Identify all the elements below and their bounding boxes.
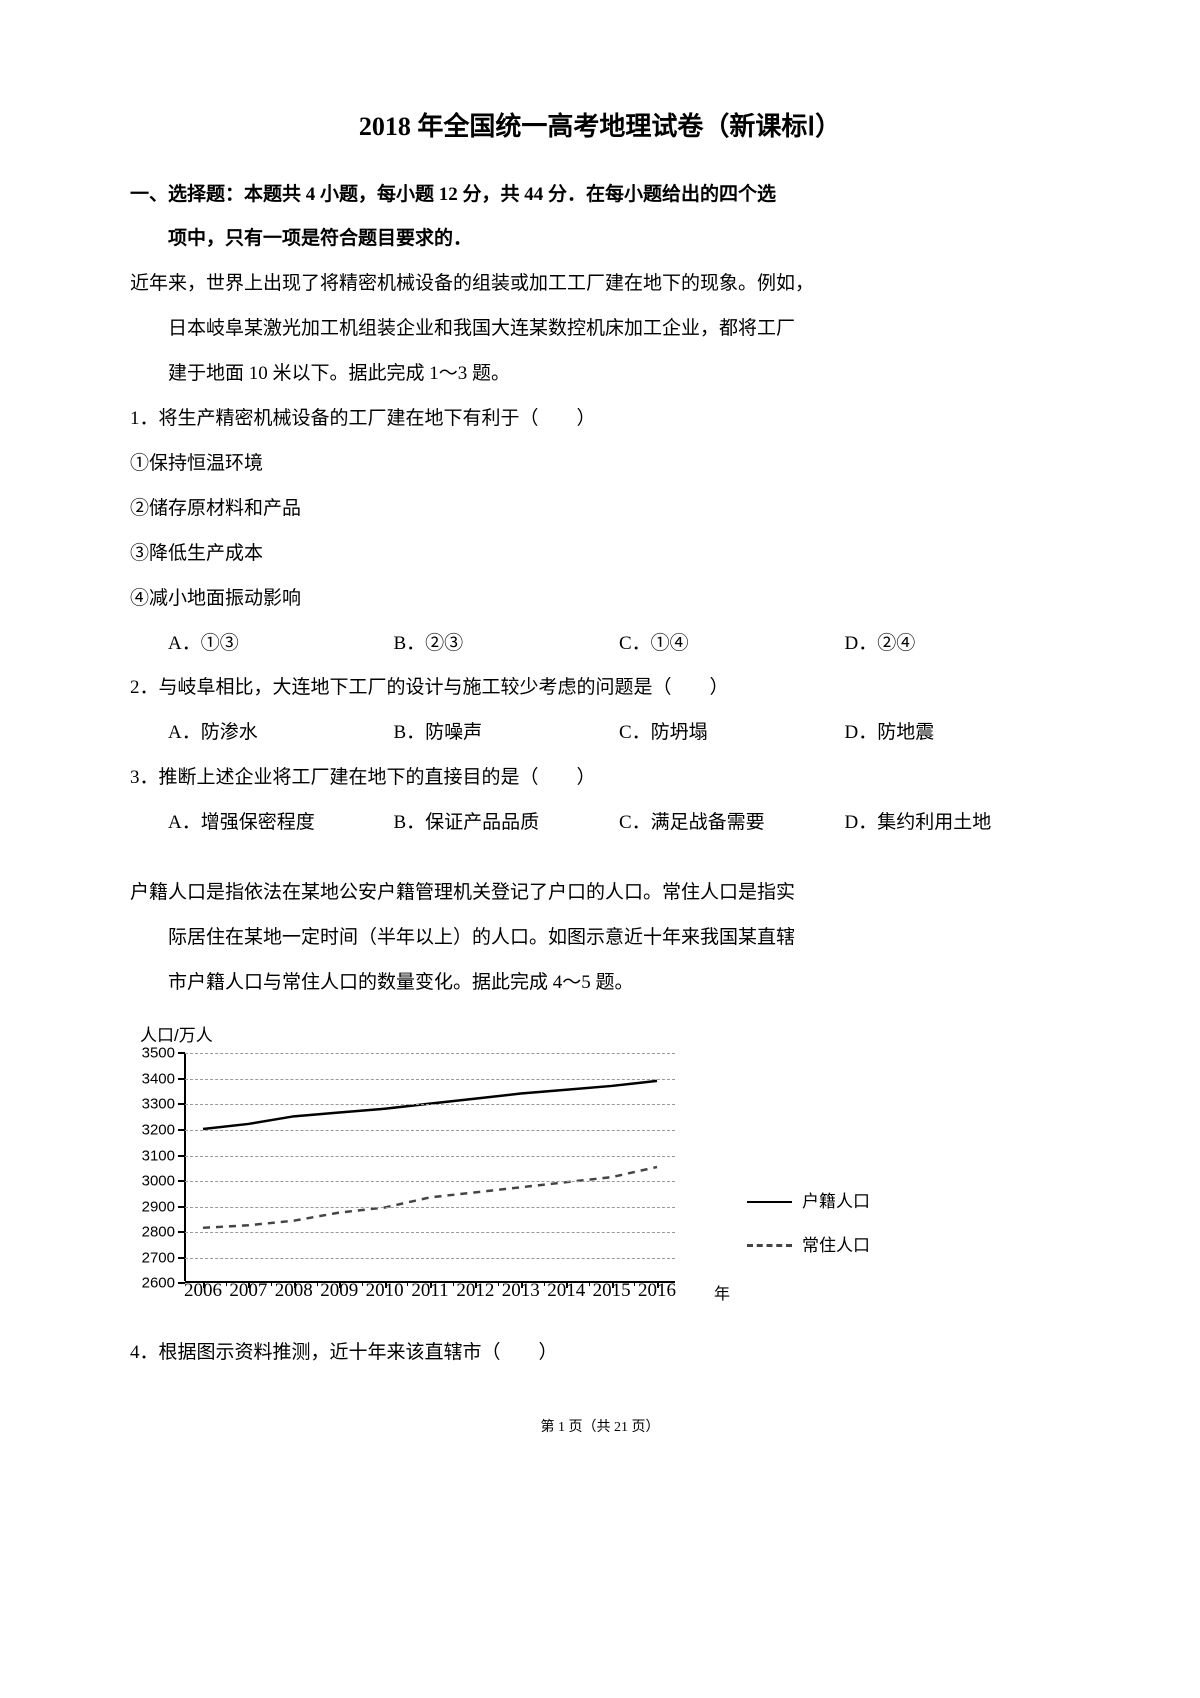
passage2-p3: 市户籍人口与常住人口的数量变化。据此完成 4～5 题。 bbox=[130, 963, 1070, 1003]
page-footer: 第 1 页（共 21 页） bbox=[130, 1413, 1070, 1442]
xtick-label: 2011 bbox=[411, 1271, 448, 1311]
section-header-line1: 一、选择题：本题共 4 小题，每小题 12 分，共 44 分．在每小题给出的四个… bbox=[130, 175, 1070, 215]
population-chart: 人口/万人 2600270028002900300031003200330034… bbox=[130, 1018, 830, 1319]
q3-stem: 3．推断上述企业将工厂建在地下的直接目的是（ ） bbox=[130, 758, 1070, 798]
xtick-label: 2013 bbox=[502, 1271, 540, 1311]
legend-line-dashed bbox=[747, 1244, 792, 1247]
section-header-line2: 项中，只有一项是符合题目要求的． bbox=[130, 219, 1070, 259]
legend-huji: 户籍人口 bbox=[747, 1184, 870, 1220]
q2-A: A．防渗水 bbox=[168, 713, 394, 753]
q1-D: D．②④ bbox=[845, 624, 1071, 664]
series-changzhu bbox=[203, 1167, 657, 1228]
xtick-label: 2006 bbox=[184, 1271, 222, 1311]
q3-A: A．增强保密程度 bbox=[168, 803, 394, 843]
xtick-label: 2008 bbox=[275, 1271, 313, 1311]
passage2-p2: 际居住在某地一定时间（半年以上）的人口。如图示意近十年来我国某直辖 bbox=[130, 918, 1070, 958]
legend-line-solid bbox=[747, 1201, 792, 1204]
q3-C: C．满足战备需要 bbox=[619, 803, 845, 843]
chart-xunit: 年 bbox=[714, 1278, 730, 1312]
q1-option2: ②储存原材料和产品 bbox=[130, 489, 1070, 529]
q2-stem: 2．与岐阜相比，大连地下工厂的设计与施工较少考虑的问题是（ ） bbox=[130, 668, 1070, 708]
xtick-label: 2012 bbox=[456, 1271, 494, 1311]
q1-option3: ③降低生产成本 bbox=[130, 534, 1070, 574]
xtick-label: 2015 bbox=[593, 1271, 631, 1311]
q2-B: B．防噪声 bbox=[394, 713, 620, 753]
page-title: 2018 年全国统一高考地理试卷（新课标Ⅰ） bbox=[130, 100, 1070, 155]
q2-options: A．防渗水 B．防噪声 C．防坍塌 D．防地震 bbox=[130, 713, 1070, 753]
legend-changzhu-label: 常住人口 bbox=[802, 1228, 870, 1264]
legend-changzhu: 常住人口 bbox=[747, 1228, 870, 1264]
q3-options: A．增强保密程度 B．保证产品品质 C．满足战备需要 D．集约利用土地 bbox=[130, 803, 1070, 843]
q1-options: A．①③ B．②③ C．①④ D．②④ bbox=[130, 624, 1070, 664]
q1-option4: ④减小地面振动影响 bbox=[130, 579, 1070, 619]
q1-B: B．②③ bbox=[394, 624, 620, 664]
xtick-label: 2016 bbox=[638, 1271, 676, 1311]
xtick-label: 2007 bbox=[229, 1271, 267, 1311]
ytick-label: 3500 bbox=[142, 1038, 175, 1070]
passage1-p1: 近年来，世界上出现了将精密机械设备的组装或加工工厂建在地下的现象。例如， bbox=[130, 264, 1070, 304]
xtick-label: 2010 bbox=[366, 1271, 404, 1311]
xtick-label: 2014 bbox=[547, 1271, 585, 1311]
q2-C: C．防坍塌 bbox=[619, 713, 845, 753]
q1-C: C．①④ bbox=[619, 624, 845, 664]
chart-legend: 户籍人口 常住人口 bbox=[747, 1184, 870, 1271]
legend-huji-label: 户籍人口 bbox=[802, 1184, 870, 1220]
passage1-p2: 日本岐阜某激光加工机组装企业和我国大连某数控机床加工企业，都将工厂 bbox=[130, 309, 1070, 349]
q2-D: D．防地震 bbox=[845, 713, 1071, 753]
q3-B: B．保证产品品质 bbox=[394, 803, 620, 843]
xtick-label: 2009 bbox=[320, 1271, 358, 1311]
passage2-p1: 户籍人口是指依法在某地公安户籍管理机关登记了户口的人口。常住人口是指实 bbox=[130, 873, 1070, 913]
q1-A: A．①③ bbox=[168, 624, 394, 664]
q1-option1: ①保持恒温环境 bbox=[130, 444, 1070, 484]
passage1-p3: 建于地面 10 米以下。据此完成 1～3 题。 bbox=[130, 354, 1070, 394]
chart-ylabel: 人口/万人 bbox=[140, 1018, 830, 1054]
q1-stem: 1．将生产精密机械设备的工厂建在地下有利于（ ） bbox=[130, 399, 1070, 439]
q3-D: D．集约利用土地 bbox=[845, 803, 1071, 843]
q4-stem: 4．根据图示资料推测，近十年来该直辖市（ ） bbox=[130, 1333, 1070, 1373]
